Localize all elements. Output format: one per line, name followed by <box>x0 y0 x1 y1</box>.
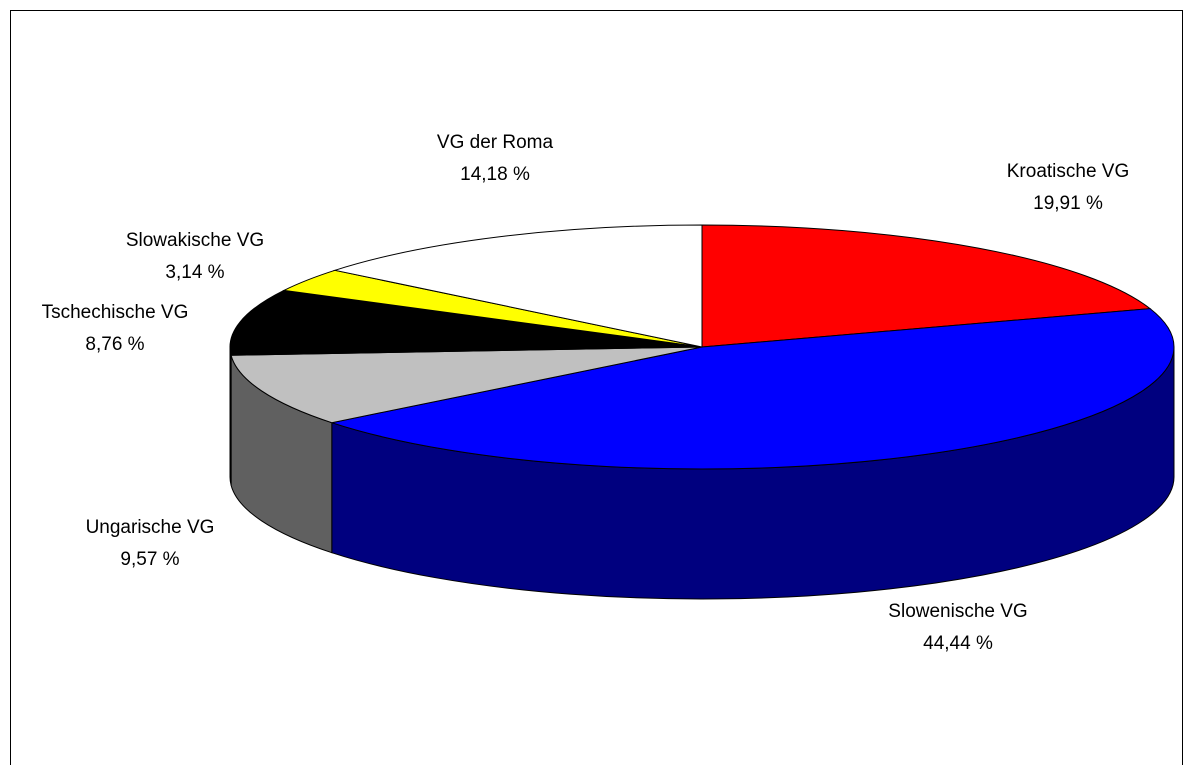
pie-slice <box>229 289 703 356</box>
pie-side <box>229 346 232 486</box>
slice-label: VG der Roma <box>437 132 554 153</box>
slice-value-label: 19,91 % <box>1033 193 1103 214</box>
slice-value-label: 3,14 % <box>165 262 224 283</box>
slice-label: Slowakische VG <box>126 230 264 251</box>
slice-label: Tschechische VG <box>42 302 189 323</box>
slice-label: Ungarische VG <box>86 517 215 538</box>
slice-value-label: 44,44 % <box>923 633 993 654</box>
slice-value-label: 9,57 % <box>120 549 179 570</box>
pie-slice <box>701 224 1152 348</box>
pie-slice <box>332 224 703 348</box>
slice-label: Kroatische VG <box>1007 161 1130 182</box>
slice-label: Slowenische VG <box>888 601 1027 622</box>
slice-value-label: 14,18 % <box>460 164 530 185</box>
slice-value-label: 8,76 % <box>85 334 144 355</box>
pie-slice <box>329 308 1175 470</box>
pie-slice <box>230 346 703 424</box>
